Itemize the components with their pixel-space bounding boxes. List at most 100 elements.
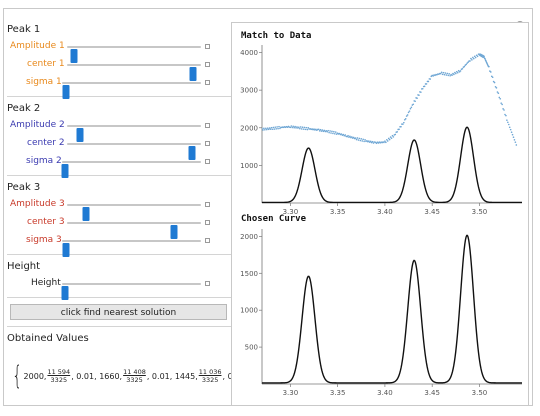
data-point: [276, 126, 278, 128]
data-point: [272, 126, 275, 129]
y-tick-label: 2000: [240, 233, 258, 241]
data-point: [328, 131, 330, 134]
sigma2-thumb[interactable]: [61, 164, 69, 178]
height-section: Height Height: [7, 259, 231, 300]
data-point: [410, 106, 413, 109]
data-point: [258, 129, 260, 131]
data-point: [509, 128, 512, 131]
peak1-title: Peak 1: [7, 24, 41, 35]
amplitude3-slider[interactable]: [67, 204, 201, 221]
center2-thumb[interactable]: [188, 146, 196, 160]
amplitude2-expand-icon[interactable]: [205, 123, 210, 128]
y-tick-label: 1500: [240, 270, 258, 278]
height-thumb[interactable]: [61, 286, 69, 300]
data-point: [451, 74, 453, 77]
sigma1-thumb[interactable]: [62, 85, 70, 99]
data-point: [515, 144, 518, 146]
amplitude1-slider[interactable]: [67, 46, 201, 63]
data-point: [425, 83, 428, 85]
find-nearest-solution-button[interactable]: click find nearest solution: [10, 304, 227, 320]
data-point: [414, 100, 416, 103]
amplitude2-slider[interactable]: [67, 125, 201, 142]
peak3-title: Peak 3: [7, 182, 41, 193]
data-point: [405, 115, 408, 117]
height-slider[interactable]: [61, 283, 201, 300]
data-point: [503, 109, 505, 111]
data-point: [333, 130, 335, 133]
divider: [7, 175, 231, 176]
fraction-denominator: 3325: [201, 376, 219, 384]
data-point: [299, 126, 302, 128]
data-point: [446, 72, 449, 75]
data-point: [473, 55, 476, 58]
sigma2-slider[interactable]: [61, 161, 201, 178]
data-point: [342, 133, 345, 136]
data-point: [319, 128, 322, 131]
data-point: [332, 132, 334, 135]
fitted-curve: [262, 126, 522, 203]
amplitude2-thumb[interactable]: [76, 128, 84, 142]
height-expand-icon[interactable]: [205, 281, 210, 286]
center3-expand-icon[interactable]: [205, 220, 210, 225]
data-point: [354, 137, 357, 139]
sigma3-expand-icon[interactable]: [205, 238, 210, 243]
data-point: [472, 57, 475, 60]
center3-thumb[interactable]: [170, 225, 178, 239]
fraction: 11 594 3325: [47, 368, 70, 384]
fraction: 11 036 3325: [199, 368, 222, 384]
data-point: [400, 125, 402, 128]
center1-thumb[interactable]: [189, 67, 197, 81]
value-text: 2000,: [23, 371, 47, 381]
x-tick-label: 3.45: [424, 208, 440, 216]
data-point: [427, 80, 430, 83]
data-point: [513, 139, 516, 141]
data-point: [499, 98, 502, 100]
amplitude1-expand-icon[interactable]: [205, 44, 210, 49]
data-point: [408, 110, 411, 112]
amplitude1-thumb[interactable]: [70, 49, 78, 63]
data-point: [292, 125, 294, 128]
data-point: [387, 137, 390, 140]
data-point: [463, 65, 466, 68]
peak2-section: Peak 2 Amplitude 2 center 2 sigma 2: [7, 101, 231, 178]
center3-slider[interactable]: [67, 222, 201, 239]
data-point: [317, 128, 320, 131]
data-point: [514, 141, 517, 143]
data-point: [494, 86, 497, 88]
data-point: [485, 60, 487, 62]
data-point: [358, 137, 361, 140]
data-point: [474, 56, 477, 59]
data-point: [372, 142, 375, 144]
data-point: [391, 134, 394, 137]
amplitude3-thumb[interactable]: [82, 207, 90, 221]
data-point: [510, 131, 513, 134]
amplitude3-expand-icon[interactable]: [205, 202, 210, 207]
data-point: [484, 58, 486, 60]
center1-slider[interactable]: [67, 64, 201, 81]
data-point: [299, 127, 301, 130]
data-point: [471, 59, 473, 61]
data-point: [490, 71, 492, 73]
data-point: [302, 128, 305, 130]
sigma3-thumb[interactable]: [62, 243, 70, 257]
data-point: [273, 128, 276, 130]
center1-expand-icon[interactable]: [205, 62, 210, 67]
data-point: [449, 74, 451, 77]
peak3-section: Peak 3 Amplitude 3 center 3 sigma 3: [7, 180, 231, 257]
data-point: [396, 131, 398, 133]
data-point: [465, 63, 468, 66]
data-point: [418, 94, 420, 96]
data-point: [505, 114, 507, 117]
sigma2-expand-icon[interactable]: [205, 159, 210, 164]
y-tick-label: 4000: [240, 49, 258, 57]
center2-expand-icon[interactable]: [205, 141, 210, 146]
sigma1-slider[interactable]: [62, 82, 201, 99]
sigma3-slider[interactable]: [62, 240, 201, 257]
data-point: [511, 133, 514, 136]
center2-slider[interactable]: [67, 143, 201, 160]
y-tick-label: 3000: [240, 87, 258, 95]
x-tick-label: 3.40: [377, 389, 393, 397]
sigma1-expand-icon[interactable]: [205, 80, 210, 85]
data-point: [334, 132, 336, 135]
data-point: [279, 127, 281, 130]
